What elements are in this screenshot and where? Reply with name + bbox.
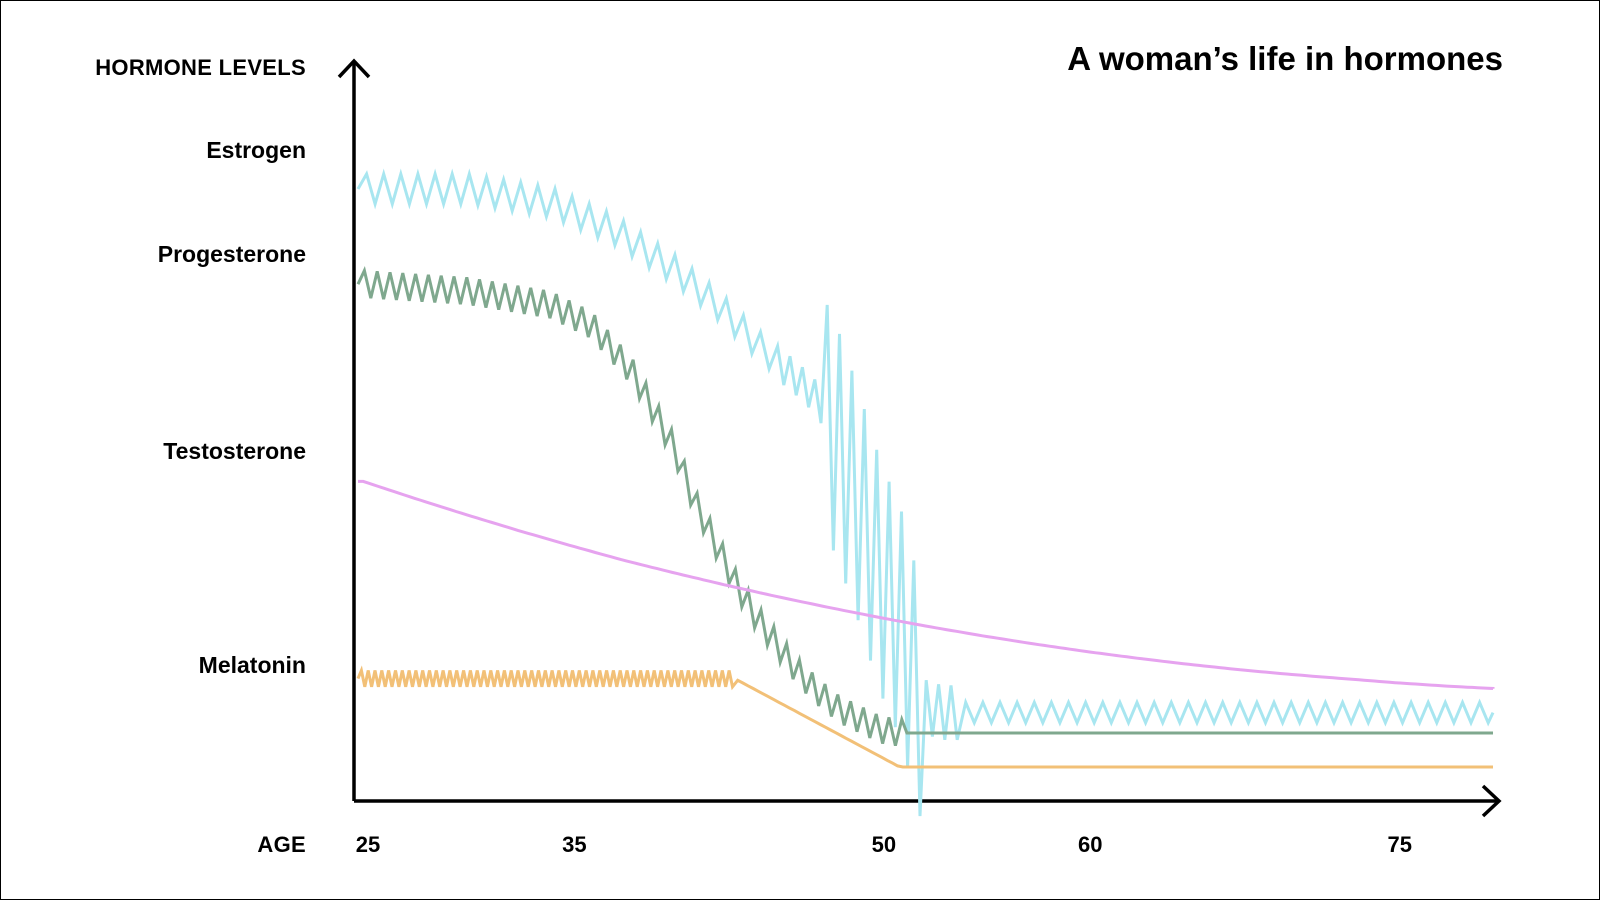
x-tick-label-60: 60 (1078, 832, 1102, 857)
x-axis-arrow (1481, 784, 1502, 818)
chart-title: A woman’s life in hormones (1067, 40, 1503, 77)
y-axis-title: HORMONE LEVELS (95, 55, 306, 80)
series-layer (356, 168, 1495, 817)
series-label-progesterone: Progesterone (158, 241, 306, 267)
x-axis-title: AGE (257, 832, 306, 857)
axes (337, 58, 1502, 818)
x-tick-label-50: 50 (872, 832, 896, 857)
x-tick-label-25: 25 (356, 832, 380, 857)
series-label-testosterone: Testosterone (163, 438, 306, 464)
x-tick-label-75: 75 (1388, 832, 1412, 857)
x-tick-label-35: 35 (562, 832, 586, 857)
series-label-melatonin: Melatonin (199, 652, 306, 678)
series-line-progesterone (356, 266, 1493, 747)
series-line-melatonin (356, 665, 1493, 769)
series-line-estrogen (356, 168, 1495, 817)
x-tick-labels: 25 35 50 60 75 (356, 832, 1412, 857)
series-line-testosterone (358, 479, 1495, 690)
series-label-estrogen: Estrogen (206, 137, 306, 163)
y-axis-arrow (337, 58, 371, 79)
